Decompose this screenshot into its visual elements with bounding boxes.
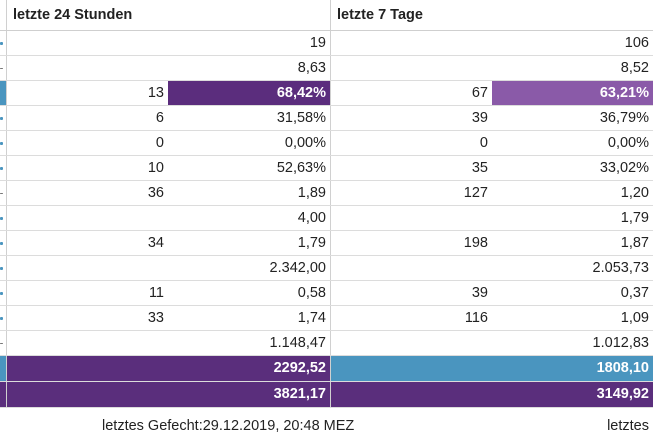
row-edge: [0, 356, 6, 381]
row-edge: [0, 31, 6, 55]
value-24h: 0,00%: [284, 135, 326, 151]
value-24h: 1,89: [297, 185, 326, 201]
value-7d: 106: [330, 31, 653, 55]
count-24h: 33: [6, 306, 168, 330]
value-7d: 33,02%: [599, 160, 649, 176]
table-row: 34 1,79 198 1,87: [0, 231, 653, 256]
row-edge: [0, 181, 6, 205]
table-header: letzte 24 Stunden letzte 7 Tage: [0, 0, 653, 31]
value-7d: 1,20: [620, 185, 649, 201]
value-7d: 1.012,83: [330, 331, 653, 355]
value-24h: 1,79: [297, 235, 326, 251]
table-row: 13 68,42% 67 63,21%: [0, 81, 653, 106]
total-7d-1: 1808,10: [330, 356, 653, 381]
table-row: 4,00 1,79: [0, 206, 653, 231]
row-marker-icon: [0, 343, 3, 344]
last-battle-status: letztes Gefecht:29.12.2019, 20:48 MEZ: [102, 418, 355, 434]
row-marker-icon: [0, 317, 3, 320]
row-edge: [0, 382, 6, 407]
row-edge: [0, 231, 6, 255]
count-7d: 0: [330, 131, 492, 155]
count-24h: 10: [6, 156, 168, 180]
footer: letztes Gefecht:29.12.2019, 20:48 MEZ le…: [0, 415, 653, 440]
total-row-2: 3821,17 3149,92: [0, 382, 653, 408]
row-edge: [0, 206, 6, 230]
total-row-1: 2292,52 1808,10: [0, 356, 653, 382]
row-marker-icon: [0, 193, 3, 194]
row-edge: [0, 331, 6, 355]
count-7d: 198: [330, 231, 492, 255]
value-24h: 68,42%: [168, 81, 330, 105]
count-24h: 6: [6, 106, 168, 130]
count-24h: 36: [6, 181, 168, 205]
count-7d: 116: [330, 306, 492, 330]
row-edge: [0, 81, 6, 105]
row-marker-icon: [0, 242, 3, 245]
row-edge: [0, 156, 6, 180]
table-body: 19 106 8,63 8,52 13 68,42% 67 63,21% 6 31,58% 39 36…: [0, 31, 653, 356]
count-24h: 11: [6, 281, 168, 305]
value-7d: 1,79: [330, 206, 653, 230]
row-edge: [0, 306, 6, 330]
row-edge: [0, 256, 6, 280]
value-24h: 2.342,00: [6, 256, 330, 280]
table-row: 8,63 8,52: [0, 56, 653, 81]
header-7d: letzte 7 Tage: [330, 0, 653, 30]
row-edge: [0, 131, 6, 155]
value-7d: 0,37: [620, 285, 649, 301]
table-row: 11 0,58 39 0,37: [0, 281, 653, 306]
table-row: 19 106: [0, 31, 653, 56]
value-24h: 0,58: [297, 285, 326, 301]
value-7d: 2.053,73: [330, 256, 653, 280]
table-row: 10 52,63% 35 33,02%: [0, 156, 653, 181]
value-24h: 19: [6, 31, 330, 55]
count-7d: 67: [330, 81, 492, 105]
table-row: 0 0,00% 0 0,00%: [0, 131, 653, 156]
value-7d: 63,21%: [492, 81, 653, 105]
table-row: 33 1,74 116 1,09: [0, 306, 653, 331]
count-24h: 0: [6, 131, 168, 155]
total-24h-1: 2292,52: [6, 356, 330, 381]
row-edge: [0, 281, 6, 305]
stats-table: letzte 24 Stunden letzte 7 Tage 19 106 8,6…: [0, 0, 653, 408]
row-marker-icon: [0, 167, 3, 170]
row-marker-icon: [0, 142, 3, 145]
value-24h: 52,63%: [276, 160, 326, 176]
count-7d: 39: [330, 106, 492, 130]
value-7d: 36,79%: [599, 110, 649, 126]
row-marker-icon: [0, 267, 3, 270]
row-marker-icon: [0, 68, 3, 69]
value-7d: 8,52: [330, 56, 653, 80]
table-row: 36 1,89 127 1,20: [0, 181, 653, 206]
row-edge: [0, 106, 6, 130]
count-24h: 13: [6, 81, 168, 105]
value-24h: 1.148,47: [6, 331, 330, 355]
row-marker-icon: [0, 117, 3, 120]
table-row: 2.342,00 2.053,73: [0, 256, 653, 281]
value-24h: 31,58%: [276, 110, 326, 126]
value-7d: 0,00%: [607, 135, 649, 151]
row-marker-icon: [0, 292, 3, 295]
row-edge: [0, 56, 6, 80]
table-row: 6 31,58% 39 36,79%: [0, 106, 653, 131]
count-24h: 34: [6, 231, 168, 255]
row-marker-icon: [0, 42, 3, 45]
header-24h: letzte 24 Stunden: [6, 0, 330, 30]
table-row: 1.148,47 1.012,83: [0, 331, 653, 356]
value-7d: 1,87: [620, 235, 649, 251]
value-24h: 4,00: [6, 206, 330, 230]
count-7d: 35: [330, 156, 492, 180]
footer-last-label: letztes: [607, 418, 649, 434]
count-7d: 127: [330, 181, 492, 205]
row-marker-icon: [0, 217, 3, 220]
value-24h: 8,63: [6, 56, 330, 80]
count-7d: 39: [330, 281, 492, 305]
value-7d: 1,09: [620, 310, 649, 326]
total-24h-2: 3821,17: [6, 382, 330, 407]
value-24h: 1,74: [297, 310, 326, 326]
total-7d-2: 3149,92: [330, 382, 653, 407]
